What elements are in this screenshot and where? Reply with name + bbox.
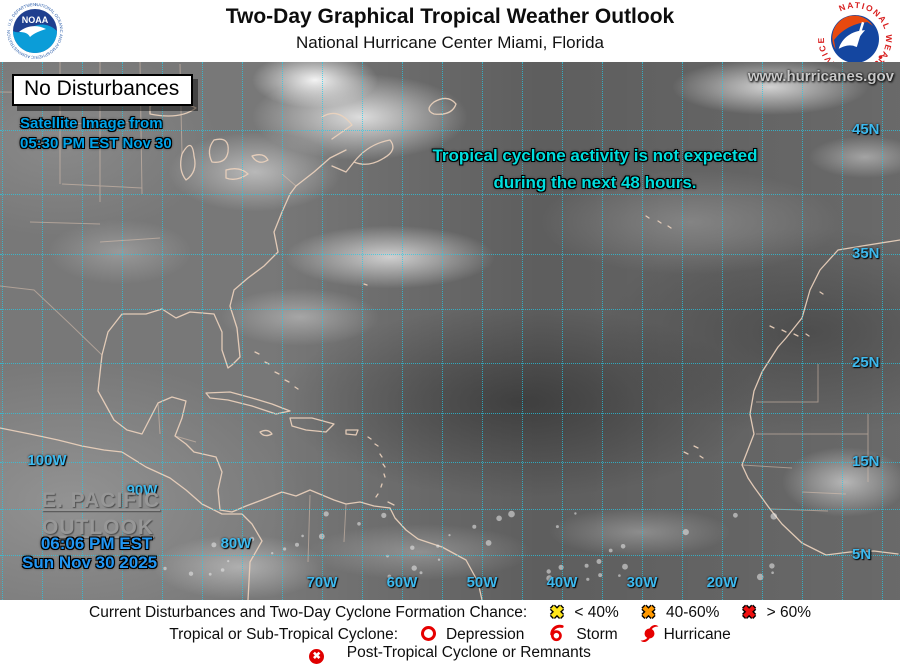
legend-posttropical-row: ✖ Post-Tropical Cyclone or Remnants bbox=[0, 644, 900, 664]
meridian-gridline bbox=[202, 62, 203, 600]
meridian-gridline bbox=[842, 62, 843, 600]
meridian-gridline bbox=[682, 62, 683, 600]
lat-label: 5N bbox=[852, 546, 872, 563]
meridian-gridline bbox=[722, 62, 723, 600]
status-box: No Disturbances bbox=[12, 74, 194, 106]
legend-cyclone-row: Tropical or Sub-Tropical Cyclone: Depres… bbox=[0, 624, 900, 644]
legend-chance-label: Current Disturbances and Two-Day Cyclone… bbox=[89, 604, 528, 621]
hurricane-label: Hurricane bbox=[663, 626, 731, 643]
lon-label: 40W bbox=[546, 574, 578, 591]
high-chance-label: > 60% bbox=[766, 604, 811, 621]
meridian-gridline bbox=[42, 62, 43, 600]
depression-icon bbox=[420, 626, 436, 641]
lon-label: 20W bbox=[706, 574, 738, 591]
hurricane-icon bbox=[640, 624, 659, 643]
page-header: NOAA NATIONAL OCEANIC AND ATMOSPHERIC AD… bbox=[0, 0, 900, 92]
meridian-gridline bbox=[482, 62, 483, 600]
meridian-gridline bbox=[442, 62, 443, 600]
parallel-gridline bbox=[0, 509, 900, 510]
issued-date: Sun Nov 30 2025 bbox=[22, 553, 158, 572]
meridian-gridline bbox=[122, 62, 123, 600]
parallel-gridline bbox=[0, 309, 900, 310]
lon-label: 30W bbox=[626, 574, 658, 591]
legend: Current Disturbances and Two-Day Cyclone… bbox=[0, 600, 900, 665]
satellite-outlook-map[interactable]: 45N 35N 25N 15N 5N 70W 60W 50W 40W 30W 20W 100W 90W 8… bbox=[0, 62, 900, 600]
lon-label: 70W bbox=[306, 574, 338, 591]
cloud-speckles bbox=[163, 510, 778, 582]
post-tropical-icon: ✖ bbox=[309, 649, 325, 664]
lat-label: 45N bbox=[852, 121, 880, 138]
low-chance-label: < 40% bbox=[574, 604, 619, 621]
low-chance-x-icon: ✖ bbox=[549, 603, 565, 622]
issued-time: 06:06 PM EST bbox=[40, 534, 153, 553]
meridian-gridline bbox=[2, 62, 3, 600]
legend-chance-row: Current Disturbances and Two-Day Cyclone… bbox=[0, 603, 900, 623]
parallel-gridline bbox=[0, 254, 900, 255]
meridian-gridline bbox=[242, 62, 243, 600]
parallel-gridline bbox=[0, 194, 900, 195]
page-title: Two-Day Graphical Tropical Weather Outlo… bbox=[225, 5, 675, 28]
east-pacific-outlook-link-line1[interactable]: E. PACIFIC bbox=[42, 489, 161, 512]
page-subtitle: National Hurricane Center Miami, Florida bbox=[295, 33, 604, 52]
lat-label: 25N bbox=[852, 354, 880, 371]
satellite-caption: Satellite Image from 05:30 PM EST Nov 30 bbox=[20, 114, 172, 154]
lon-label: 100W bbox=[27, 452, 67, 469]
legend-cyclone-label: Tropical or Sub-Tropical Cyclone: bbox=[169, 626, 399, 643]
meridian-gridline bbox=[362, 62, 363, 600]
meridian-gridline bbox=[82, 62, 83, 600]
lon-label: 50W bbox=[466, 574, 498, 591]
meridian-gridline bbox=[162, 62, 163, 600]
meridian-gridline bbox=[802, 62, 803, 600]
outlook-message-line1: Tropical cyclone activity is not expecte… bbox=[432, 146, 758, 165]
meridian-gridline bbox=[602, 62, 603, 600]
meridian-gridline bbox=[882, 62, 883, 600]
lat-label: 15N bbox=[852, 453, 880, 470]
east-pacific-outlook-link[interactable]: E. PACIFIC OUTLOOK bbox=[42, 487, 160, 541]
meridian-gridline bbox=[522, 62, 523, 600]
meridian-gridline bbox=[282, 62, 283, 600]
east-pacific-outlook-link-line2[interactable]: OUTLOOK bbox=[42, 516, 154, 539]
lon-label: 90W bbox=[126, 482, 158, 499]
storm-label: Storm bbox=[576, 626, 618, 643]
parallel-gridline bbox=[0, 555, 900, 556]
high-chance-x-icon: ✖ bbox=[742, 603, 757, 622]
parallel-gridline bbox=[0, 413, 900, 414]
meridian-gridline bbox=[562, 62, 563, 600]
medium-chance-label: 40-60% bbox=[665, 604, 720, 621]
noaa-logo-icon: NOAA NATIONAL OCEANIC AND ATMOSPHERIC AD… bbox=[4, 0, 64, 65]
lat-label: 35N bbox=[852, 245, 880, 262]
website-label: www.hurricanes.gov bbox=[747, 68, 894, 85]
storm-icon bbox=[550, 624, 564, 642]
satellite-caption-line1: Satellite Image from bbox=[20, 115, 163, 132]
medium-chance-x-icon: ✖ bbox=[641, 603, 656, 622]
post-tropical-label: Post-Tropical Cyclone or Remnants bbox=[346, 644, 591, 661]
svg-text:NOAA: NOAA bbox=[22, 15, 49, 25]
meridian-gridline bbox=[322, 62, 323, 600]
coastlines-graphic bbox=[0, 62, 900, 600]
outlook-message-line2: during the next 48 hours. bbox=[493, 173, 697, 192]
parallel-gridline bbox=[0, 462, 900, 463]
lon-label: 80W bbox=[220, 535, 252, 552]
parallel-gridline bbox=[0, 130, 900, 131]
meridian-gridline bbox=[642, 62, 643, 600]
satellite-caption-line2: 05:30 PM EST Nov 30 bbox=[20, 135, 172, 152]
parallel-gridline bbox=[0, 363, 900, 364]
outlook-message: Tropical cyclone activity is not expecte… bbox=[295, 142, 895, 196]
issued-timestamp: 06:06 PM EST Sun Nov 30 2025 bbox=[22, 534, 157, 572]
nws-logo-icon: NATIONAL WEATHER SERVICE bbox=[802, 0, 900, 92]
meridian-gridline bbox=[762, 62, 763, 600]
depression-label: Depression bbox=[445, 626, 525, 643]
meridian-gridline bbox=[402, 62, 403, 600]
lon-label: 60W bbox=[386, 574, 418, 591]
